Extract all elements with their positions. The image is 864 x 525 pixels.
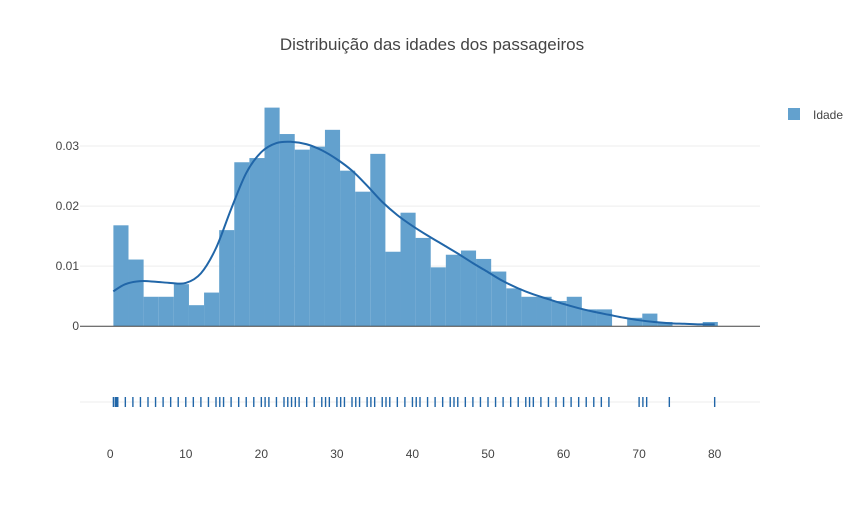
- y-tick-label: 0: [72, 319, 79, 333]
- x-tick-label: 50: [481, 447, 495, 461]
- legend-swatch-idade[interactable]: [788, 108, 800, 120]
- histogram-bar: [143, 296, 159, 327]
- legend[interactable]: Idade: [788, 108, 843, 122]
- histogram-bar: [445, 254, 461, 327]
- histogram-bar: [188, 305, 205, 327]
- histogram-bar: [430, 267, 446, 327]
- histogram-bar: [400, 212, 416, 327]
- histogram-bar: [657, 321, 673, 327]
- x-tick-label: 70: [632, 447, 646, 461]
- histogram-bar: [294, 149, 310, 327]
- legend-label-idade[interactable]: Idade: [813, 108, 843, 122]
- y-axis-tick-labels: 0 0.01 0.02 0.03: [56, 139, 80, 333]
- x-tick-label: 60: [557, 447, 571, 461]
- x-axis-tick-labels: 0 10 20 30 40 50 60 70 80: [107, 447, 722, 461]
- histogram-bar: [536, 296, 552, 327]
- histogram-bar: [309, 146, 325, 327]
- histogram-bar: [551, 300, 567, 327]
- y-tick-label: 0.03: [56, 139, 80, 153]
- histogram-bar: [128, 259, 144, 327]
- histogram-bar: [249, 158, 265, 327]
- x-tick-label: 80: [708, 447, 722, 461]
- x-tick-label: 20: [255, 447, 269, 461]
- histogram-bar: [460, 250, 477, 327]
- histogram-bar: [158, 296, 174, 327]
- histogram-bar: [581, 309, 597, 327]
- histogram-bar: [506, 288, 522, 327]
- y-tick-label: 0.01: [56, 259, 80, 273]
- histogram-bar: [340, 170, 356, 327]
- x-tick-label: 30: [330, 447, 344, 461]
- x-tick-label: 0: [107, 447, 114, 461]
- histogram-bar: [219, 230, 235, 327]
- histogram-bar: [264, 107, 280, 327]
- x-tick-label: 10: [179, 447, 193, 461]
- rug-plot: [112, 397, 716, 407]
- histogram-bar: [370, 153, 386, 327]
- histogram-bar: [173, 284, 189, 327]
- x-tick-label: 40: [406, 447, 420, 461]
- histogram-bar: [566, 296, 582, 327]
- histogram-bar: [279, 134, 295, 327]
- histogram-bar: [415, 237, 431, 327]
- histogram-bar: [491, 271, 507, 327]
- y-tick-label: 0.02: [56, 199, 80, 213]
- histogram-bar: [521, 296, 537, 327]
- histogram-bars: [113, 107, 718, 327]
- histogram-bar: [234, 162, 250, 327]
- histogram-bar: [113, 225, 129, 327]
- density-curve: [112, 140, 715, 326]
- chart-title: Distribuição das idades dos passageiros: [280, 35, 584, 54]
- histogram-bar: [385, 251, 401, 327]
- histogram-bar: [355, 191, 371, 327]
- histogram-bar: [642, 313, 658, 327]
- density-curve-line: [112, 140, 715, 326]
- histogram-bar: [627, 317, 643, 327]
- histogram-bar: [476, 258, 492, 327]
- histogram-bar: [204, 292, 220, 327]
- histogram-bar: [324, 129, 341, 327]
